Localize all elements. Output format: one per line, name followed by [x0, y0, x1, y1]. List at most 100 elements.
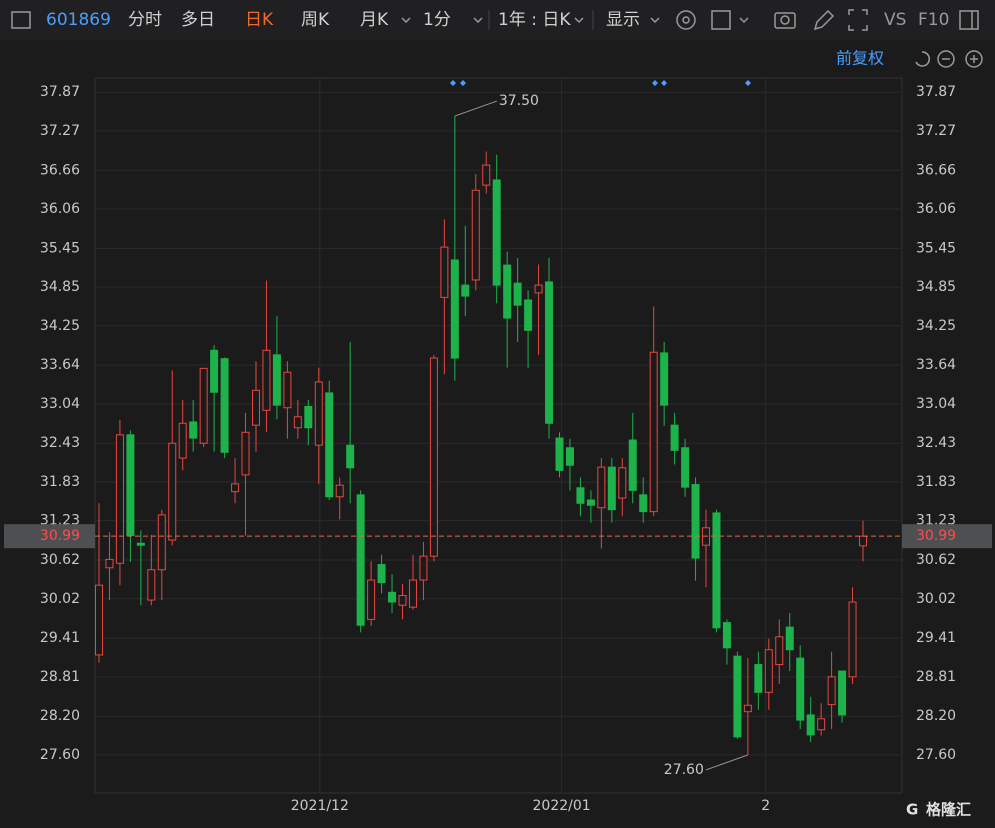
y-tick-label-right: 33.64 [916, 357, 956, 373]
annotation-line [454, 100, 498, 117]
candle-body [283, 371, 292, 409]
y-tick-label: 36.06 [40, 201, 80, 217]
logo-mark: G [906, 801, 918, 819]
y-tick-label: 27.60 [40, 747, 80, 763]
y-tick-label: 34.25 [40, 318, 80, 334]
tab[interactable]: 多日 [181, 10, 215, 30]
candle-body [325, 392, 334, 498]
y-tick-label-right: 36.66 [916, 162, 956, 178]
candle-body [356, 494, 365, 626]
y-tick-label: 30.02 [40, 591, 80, 607]
vs-button[interactable]: VS [884, 10, 906, 30]
candle-body [660, 352, 669, 406]
candle-body [565, 447, 574, 466]
candle-body [513, 282, 522, 306]
y-tick-label: 30.62 [40, 552, 80, 568]
candle-body [408, 579, 417, 608]
shape-icon[interactable] [711, 10, 731, 30]
candle-body [335, 484, 344, 498]
tab[interactable]: 分时 [128, 10, 162, 30]
candle-body [450, 259, 459, 359]
candle-body [785, 626, 794, 651]
candle-body [503, 264, 512, 319]
tab[interactable]: 1分 [423, 10, 451, 30]
candle-body [168, 442, 177, 541]
last-price-box [902, 524, 992, 549]
candle-body [105, 558, 114, 569]
candle-body [827, 676, 836, 706]
candle-body [545, 281, 554, 424]
fullscreen-icon[interactable] [848, 9, 868, 31]
candle-body [398, 595, 407, 606]
y-tick-label-right: 31.83 [916, 474, 956, 490]
undo-icon[interactable] [915, 51, 931, 67]
candle-body [482, 164, 491, 186]
candle-body [743, 704, 752, 713]
candle-body [628, 439, 637, 491]
candle-body [859, 535, 867, 547]
tab-active[interactable]: 日K [245, 10, 274, 30]
panel-icon[interactable] [959, 10, 979, 30]
candle-body [346, 444, 355, 469]
candle-body [817, 718, 826, 731]
candle-body [419, 555, 428, 581]
candle-body [492, 179, 501, 286]
display-select[interactable]: 显示 [606, 10, 640, 30]
candle-body [691, 484, 700, 559]
y-tick-label-right: 30.62 [916, 552, 956, 568]
f10-button[interactable]: F10 [918, 10, 949, 30]
candle-body [838, 670, 847, 716]
y-tick-label: 28.81 [40, 669, 80, 685]
pen-icon[interactable] [813, 9, 835, 31]
candle-body [429, 357, 438, 557]
candle-body [576, 487, 585, 504]
chevron [650, 17, 660, 24]
range-select[interactable]: 1年 : 日K [498, 10, 571, 30]
candle-body [178, 422, 187, 459]
menu-icon[interactable] [11, 11, 31, 29]
candle-body [304, 405, 313, 429]
plot: 37.87 37.87 37.27 37.27 36.66 36.66 36.06 36.06… [4, 78, 992, 814]
candle-body [524, 299, 533, 331]
candle-body [136, 542, 145, 546]
y-tick-label: 37.87 [40, 84, 80, 100]
annotation-line [705, 754, 749, 771]
y-tick-label: 34.85 [40, 279, 80, 295]
settings-icon[interactable] [676, 10, 696, 30]
stock-code[interactable]: 601869 [46, 10, 111, 30]
candle-body [681, 447, 690, 488]
y-tick-label: 33.64 [40, 357, 80, 373]
tab[interactable]: 月K [360, 10, 389, 30]
adjust-select[interactable]: 前复权 [836, 49, 884, 68]
candle-body [367, 579, 376, 620]
candle-body [722, 622, 731, 649]
chevron [473, 17, 483, 24]
zoom-in[interactable] [965, 50, 983, 68]
candle-body [764, 649, 773, 693]
x-tick-label: 2021/12 [291, 798, 349, 814]
zoom-out[interactable] [937, 50, 955, 68]
camera-icon[interactable] [774, 12, 796, 29]
tab[interactable]: 周K [301, 10, 330, 30]
annotation-label: 37.50 [499, 93, 539, 109]
candle-body [199, 367, 208, 444]
chevron [574, 17, 584, 24]
candle-body [670, 424, 679, 451]
y-tick-label-right: 36.06 [916, 201, 956, 217]
candle-body [231, 483, 240, 493]
candle-body [733, 655, 742, 738]
candle-body [126, 434, 135, 537]
candle-body [607, 466, 616, 511]
last-price-box [4, 524, 95, 549]
x-tick-label: 2 [761, 798, 770, 814]
annotation-label: 27.60 [664, 762, 704, 778]
zoom-in-cross [970, 55, 978, 63]
candle-body [597, 466, 606, 509]
candle-body [586, 499, 595, 506]
settings-icon-core [682, 16, 690, 24]
candle-body [649, 351, 658, 513]
candle-body [262, 349, 271, 411]
y-tick-label: 32.43 [40, 435, 80, 451]
